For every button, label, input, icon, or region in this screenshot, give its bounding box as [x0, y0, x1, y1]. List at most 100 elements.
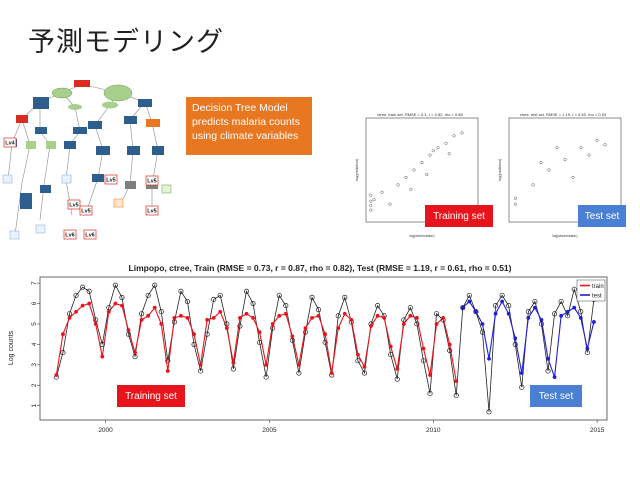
- train-point: [80, 303, 85, 308]
- observed-point: [453, 392, 459, 399]
- test-point: [480, 322, 485, 326]
- tree-leaf-label: Lv5: [147, 179, 156, 185]
- scatter-point: [436, 146, 440, 150]
- train-point: [342, 311, 347, 316]
- legend-train-label: train: [592, 284, 604, 290]
- test-point: [493, 311, 498, 316]
- observed-point: [237, 323, 243, 329]
- tree-split-node: [152, 146, 164, 155]
- observed-point: [112, 282, 118, 288]
- observed-point: [145, 292, 151, 298]
- tree-split-node: [96, 146, 110, 155]
- scatter-point: [369, 199, 373, 203]
- observed-point: [204, 331, 210, 337]
- scatter-point: [404, 175, 408, 179]
- scatter-point: [388, 202, 392, 206]
- observed-point: [263, 374, 269, 380]
- tree-leaf-label: Lv6: [65, 233, 74, 239]
- series-line-train: [55, 302, 457, 382]
- train-point: [87, 301, 92, 306]
- scatter-point: [547, 168, 551, 172]
- tree-leaf-node: [3, 137, 17, 148]
- tree-split-node: [46, 141, 56, 149]
- tree-leaf-node: [83, 229, 97, 240]
- scatter-point: [513, 202, 517, 206]
- observed-point: [139, 311, 145, 317]
- tree-split-node: [92, 174, 104, 182]
- train-point: [297, 362, 301, 367]
- tree-split-node: [51, 87, 73, 99]
- train-point: [270, 322, 275, 326]
- scatter-point: [428, 153, 432, 157]
- y-tick-label: 3: [31, 363, 38, 367]
- series-line-observed: [56, 284, 595, 412]
- observed-point: [198, 368, 204, 374]
- scatter-point: [579, 146, 583, 150]
- test-point: [519, 371, 524, 375]
- observed-point: [388, 352, 394, 358]
- observed-point: [165, 358, 171, 364]
- scatter-point: [396, 183, 400, 187]
- observed-point: [191, 341, 197, 347]
- observed-point: [499, 292, 505, 298]
- scatter-point: [369, 208, 373, 212]
- observed-point: [217, 292, 223, 298]
- train-point: [388, 344, 393, 349]
- train-point: [323, 332, 328, 337]
- scatter-point: [571, 175, 575, 179]
- train-point: [421, 346, 426, 351]
- timeseries-chart: Log counts 2000 2005 2010 2015 1 2 3 4 5 6 7 train…: [8, 276, 608, 434]
- y-tick-label: 7: [31, 281, 38, 285]
- scatter-point: [555, 146, 559, 150]
- train-point: [133, 350, 137, 355]
- scatter-test-title: ctree, test set, RMSE = 1.19, r = 0.65, …: [519, 112, 607, 117]
- train-point: [67, 315, 72, 320]
- tree-leaf-node: [79, 205, 93, 216]
- tree-split-node: [127, 146, 140, 155]
- tree-leaf-node: [61, 174, 72, 184]
- observed-point: [473, 309, 479, 315]
- y-tick-label: 1: [31, 404, 38, 408]
- tree-split-node: [125, 181, 136, 189]
- scatter-point: [425, 172, 429, 177]
- train-point: [441, 315, 446, 320]
- scatter-plot-test: log(observation) log(prediction): [498, 117, 622, 238]
- tree-leaf-label: Lv5: [81, 209, 90, 215]
- test-point: [500, 299, 505, 304]
- scatter-test-set-label: Test set: [578, 205, 626, 227]
- tree-leaf-label: Lv4: [5, 141, 15, 147]
- test-point: [546, 356, 550, 361]
- train-point: [290, 334, 295, 339]
- observed-point: [60, 350, 66, 356]
- tree-leaf-node: [63, 229, 77, 240]
- train-point: [329, 371, 334, 375]
- test-point: [487, 356, 491, 361]
- train-point: [356, 352, 360, 357]
- tree-split-node: [103, 84, 133, 102]
- train-point: [369, 324, 373, 328]
- scatter-test-xlabel: log(observation): [552, 234, 577, 238]
- train-point: [238, 315, 242, 320]
- tree-leaf-node: [145, 205, 159, 216]
- test-point: [585, 346, 590, 351]
- observed-point: [335, 313, 341, 319]
- observed-point: [184, 298, 191, 305]
- observed-point: [243, 288, 250, 294]
- test-point: [565, 309, 570, 314]
- test-point: [591, 320, 596, 324]
- train-point: [310, 315, 314, 320]
- tree-split-node: [64, 141, 76, 149]
- train-point: [159, 322, 164, 326]
- scatter-training-set-label: Training set: [425, 205, 493, 227]
- train-point: [415, 315, 419, 320]
- test-point: [539, 318, 544, 322]
- observed-point: [512, 341, 518, 347]
- scatter-point: [444, 141, 448, 145]
- observed-point: [479, 329, 486, 335]
- train-point: [218, 309, 223, 314]
- train-point: [126, 328, 131, 333]
- train-point: [211, 315, 216, 320]
- train-point: [192, 332, 196, 337]
- train-point: [106, 309, 111, 314]
- train-point: [401, 322, 406, 326]
